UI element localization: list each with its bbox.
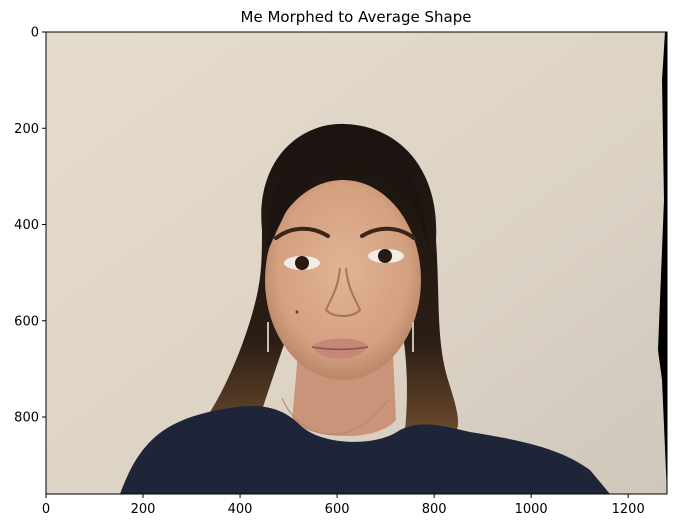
- y-tick-label: 400: [14, 218, 39, 233]
- x-tick-label: 600: [325, 502, 350, 517]
- x-tick-label: 800: [422, 502, 447, 517]
- portrait-image: [46, 32, 667, 494]
- x-tick-label: 400: [228, 502, 253, 517]
- axes-frame: [45, 31, 668, 495]
- x-tick-label: 1000: [515, 502, 548, 517]
- y-axis: 0 200 400 600 800: [14, 26, 46, 426]
- necklace: [281, 397, 389, 435]
- right-eyebrow: [360, 226, 416, 240]
- plot-title: Me Morphed to Average Shape: [241, 8, 472, 26]
- x-tick-label: 200: [131, 502, 156, 517]
- x-tick-label: 0: [42, 502, 50, 517]
- y-tick-label: 200: [14, 122, 39, 137]
- right-iris: [378, 249, 392, 263]
- y-tick-label: 800: [14, 411, 39, 426]
- y-tick-label: 0: [31, 26, 39, 41]
- lip-line: [311, 346, 369, 350]
- left-eyebrow: [274, 226, 330, 240]
- x-tick-label: 1200: [612, 502, 645, 517]
- mole: [295, 310, 299, 314]
- nose: [324, 267, 362, 317]
- left-iris: [295, 256, 309, 270]
- y-tick-label: 600: [14, 314, 39, 329]
- hair-fringe: [267, 130, 428, 250]
- shirt: [120, 405, 610, 494]
- x-axis: 0 200 400 600 800 1000 1200: [42, 494, 645, 517]
